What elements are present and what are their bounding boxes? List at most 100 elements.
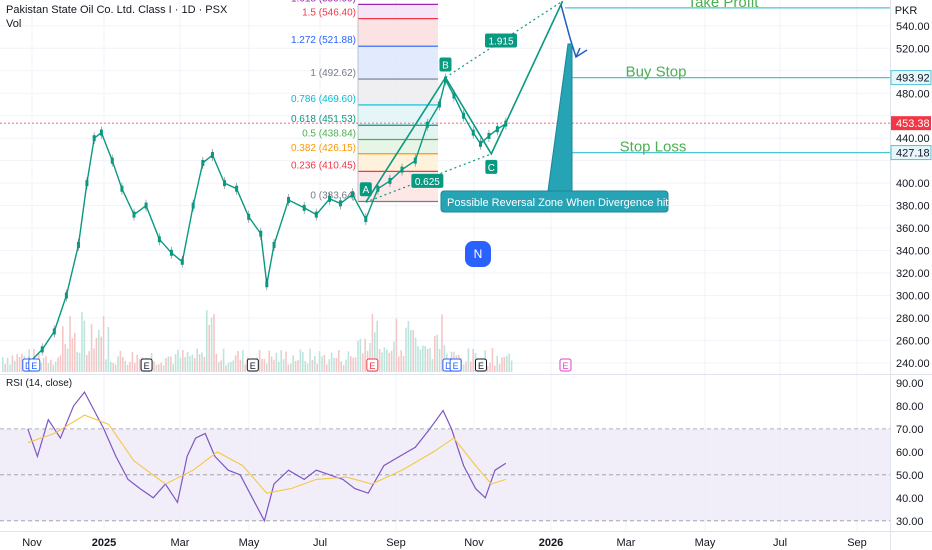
abcd-point-badge[interactable]	[439, 57, 452, 72]
volume-bar	[213, 314, 215, 372]
fib-level-label: 1.618 (559.09)	[291, 0, 356, 4]
event-badge[interactable]	[246, 358, 259, 372]
event-badge[interactable]	[449, 358, 462, 372]
fib-level-label: 1.5 (546.40)	[302, 8, 356, 19]
news-badge[interactable]	[465, 241, 491, 267]
volume-bar	[318, 351, 321, 372]
volume-bar	[398, 356, 400, 372]
volume-bar	[208, 325, 210, 372]
volume-bar	[184, 357, 186, 372]
volume-bar	[242, 349, 244, 372]
volume-bar	[54, 361, 57, 372]
volume-bar	[83, 320, 86, 372]
event-badge-label: E	[478, 361, 484, 371]
volume-bar	[170, 356, 172, 372]
event-badge[interactable]	[474, 358, 487, 372]
volume-bar	[347, 351, 350, 372]
volume-bar	[438, 348, 441, 372]
candle-body	[376, 185, 380, 192]
candle-body	[351, 191, 355, 198]
fib-band	[358, 153, 438, 172]
volume-bar	[232, 360, 234, 372]
volume-bar	[124, 360, 126, 372]
annotation-callout[interactable]: Possible Reversal Zone When Divergence h…	[440, 4, 669, 213]
abcd-point-badge[interactable]	[359, 182, 372, 197]
volume-bar	[496, 355, 498, 372]
candle-body	[157, 236, 161, 243]
volume-bar	[297, 360, 299, 372]
price-tick-label: 240.00	[896, 358, 930, 370]
volume-bar	[222, 348, 225, 372]
symbol-title[interactable]: Pakistan State Oil Co. Ltd. Class I · 1D…	[6, 4, 228, 16]
event-badge[interactable]	[140, 358, 153, 372]
volume-bar	[393, 341, 395, 372]
volume-bar	[117, 356, 119, 372]
volume-bar	[227, 362, 230, 372]
volume-bar	[381, 352, 383, 372]
candle-body	[64, 292, 68, 299]
volume-bar	[201, 352, 203, 372]
volume-bar	[57, 357, 59, 372]
abcd-point-badge[interactable]	[485, 159, 498, 174]
time-tick-label: Mar	[617, 537, 636, 549]
volume-bar	[16, 354, 18, 372]
candle-body	[169, 249, 173, 256]
volume-bar	[383, 347, 386, 372]
event-badges[interactable]: D E E E E D E E EN	[22, 241, 572, 372]
abcd-ratio-badge	[485, 33, 518, 48]
volume-bar	[244, 364, 246, 372]
volume-bar	[138, 358, 141, 372]
volume-bar	[434, 336, 436, 372]
volume-bar	[465, 361, 467, 372]
volume-bar	[386, 349, 388, 372]
volume-bar	[129, 361, 131, 372]
candle-body	[223, 180, 227, 187]
rsi-tick-label: 70.00	[896, 424, 924, 436]
volume-bar	[342, 365, 345, 372]
volume-bar	[292, 355, 294, 372]
volume-bar	[62, 326, 64, 372]
volume-bar	[491, 348, 494, 372]
volume-bar	[417, 346, 419, 372]
event-badge-label: E	[369, 361, 375, 371]
volume-bar	[501, 357, 503, 372]
volume-bar	[309, 348, 311, 372]
axes: PKR 240.00 260.00 280.00 300.00 320.00 340.00 3…	[22, 5, 929, 549]
event-badge[interactable]	[28, 358, 41, 372]
volume-bar	[93, 348, 95, 372]
rsi-label[interactable]: RSI (14, close)	[6, 378, 73, 389]
price-tick-label: 480.00	[896, 88, 930, 100]
volume-bar	[47, 363, 50, 372]
volume-bar	[69, 316, 71, 372]
volume-bar	[489, 362, 491, 372]
event-badge[interactable]	[559, 358, 572, 372]
event-badge-label: E	[562, 361, 568, 371]
fibonacci-retracement[interactable]: 0 (383.64) 0.236 (410.45) 0.382 (426.15) 0.…	[291, 0, 438, 203]
volume-bar	[316, 363, 318, 372]
callout-box[interactable]	[440, 190, 669, 213]
volume-bar	[395, 318, 398, 372]
price-tick-label: 540.00	[896, 21, 930, 33]
abcd-ratio-label: 0.625	[415, 177, 440, 188]
news-badge-label: N	[474, 247, 483, 261]
volume-bar	[494, 365, 496, 372]
candle-body	[85, 180, 89, 187]
volume-bar	[110, 361, 112, 372]
volume-bar	[304, 361, 306, 372]
volume-bar	[357, 340, 359, 372]
event-badge-label: E	[31, 361, 37, 371]
time-tick-label: Sep	[386, 537, 406, 549]
volume-bar	[66, 348, 69, 372]
time-tick-label: 2026	[539, 537, 563, 549]
event-badge[interactable]	[366, 358, 379, 372]
trade-levels[interactable]: Take Profit Buy Stop 493.92 Stop Loss 427.18…	[0, 0, 932, 161]
fib-band	[358, 18, 438, 47]
callout-text: Possible Reversal Zone When Divergence h…	[447, 197, 668, 209]
fib-level-label: 0 (383.64)	[310, 191, 356, 202]
volume-bar	[42, 357, 45, 372]
rsi-ma-line	[27, 414, 506, 494]
volume-bar	[410, 329, 412, 372]
volume-bar	[95, 337, 98, 372]
